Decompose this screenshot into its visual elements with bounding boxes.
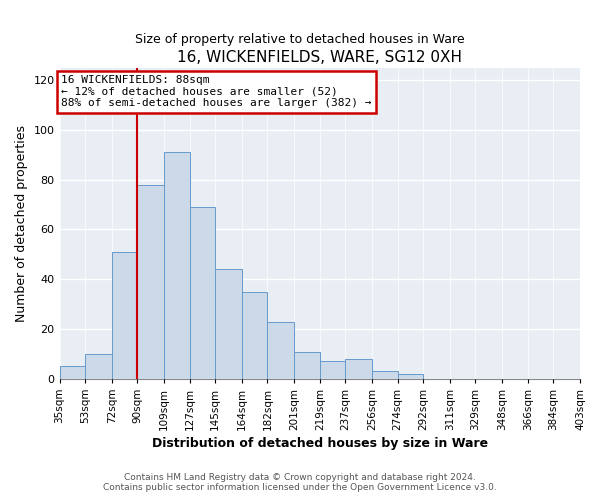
Bar xyxy=(59,366,85,379)
Bar xyxy=(164,152,190,379)
X-axis label: Distribution of detached houses by size in Ware: Distribution of detached houses by size … xyxy=(152,437,488,450)
Text: Size of property relative to detached houses in Ware: Size of property relative to detached ho… xyxy=(135,32,465,46)
Bar xyxy=(320,362,345,379)
Bar xyxy=(372,372,398,379)
Bar xyxy=(112,252,137,379)
Y-axis label: Number of detached properties: Number of detached properties xyxy=(15,124,28,322)
Bar xyxy=(85,354,112,379)
Bar xyxy=(268,322,295,379)
Bar xyxy=(190,207,215,379)
Text: 16 WICKENFIELDS: 88sqm
← 12% of detached houses are smaller (52)
88% of semi-det: 16 WICKENFIELDS: 88sqm ← 12% of detached… xyxy=(61,75,371,108)
Text: Contains HM Land Registry data © Crown copyright and database right 2024.
Contai: Contains HM Land Registry data © Crown c… xyxy=(103,473,497,492)
Bar xyxy=(580,374,600,379)
Bar xyxy=(398,374,423,379)
Bar xyxy=(215,270,242,379)
Bar xyxy=(137,184,164,379)
Title: 16, WICKENFIELDS, WARE, SG12 0XH: 16, WICKENFIELDS, WARE, SG12 0XH xyxy=(177,50,462,65)
Bar xyxy=(242,292,268,379)
Bar xyxy=(345,359,372,379)
Bar xyxy=(295,352,320,379)
